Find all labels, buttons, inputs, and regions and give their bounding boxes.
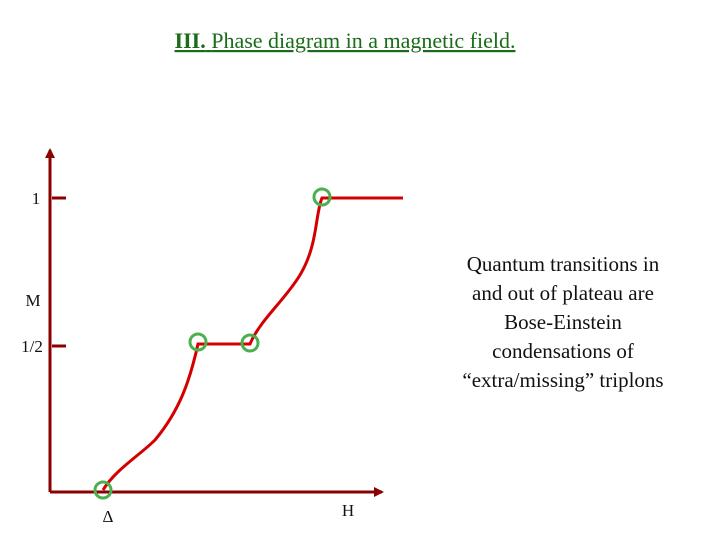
annotation-line: Quantum transitions in <box>467 252 660 276</box>
y-tick-label: 1/2 <box>21 337 43 356</box>
annotation-line: condensations of <box>492 339 634 363</box>
annotation-line: and out of plateau are <box>472 281 654 305</box>
title-text: Phase diagram in a magnetic field. <box>211 28 515 53</box>
annotation: Quantum transitions in and out of plateau… <box>462 252 663 392</box>
title-number: III. <box>175 28 206 53</box>
magnetization-curve <box>101 196 403 491</box>
transition-marker <box>188 332 208 352</box>
y-axis-label: M <box>25 291 40 310</box>
annotation-line: “extra/missing” triplons <box>462 368 663 392</box>
annotation-line: Bose-Einstein <box>504 310 622 334</box>
transition-marker <box>240 333 260 353</box>
x-tick-label: Δ <box>103 507 114 526</box>
title: III. Phase diagram in a magnetic field. <box>175 28 516 53</box>
transition-marker <box>312 187 332 207</box>
transition-marker <box>93 480 113 500</box>
x-axis-label: H <box>342 501 354 520</box>
y-tick-label: 1 <box>32 189 41 208</box>
